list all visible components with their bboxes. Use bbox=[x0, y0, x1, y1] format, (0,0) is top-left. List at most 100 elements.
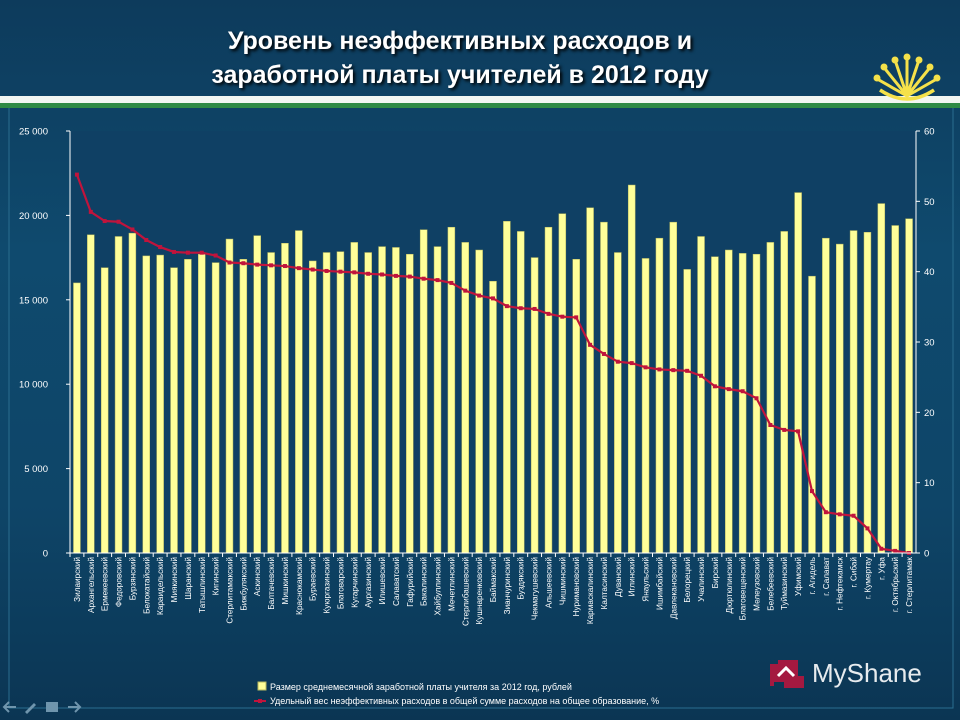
category-label: Куюргазинский bbox=[323, 557, 332, 614]
category-label: Аскинский bbox=[253, 557, 262, 596]
title-line-2: заработной платы учителей в 2012 году bbox=[211, 61, 709, 89]
category-label: Учалинский bbox=[697, 557, 706, 602]
bar bbox=[517, 231, 525, 554]
category-label: Туймазинский bbox=[780, 557, 789, 610]
category-label: Иглинский bbox=[628, 557, 637, 596]
line-point bbox=[213, 253, 218, 258]
category-label: Шаранский bbox=[184, 557, 193, 600]
chart: 0 5 000 10 000 15 000 20 000 25 000 0 10 20 30 40 5… bbox=[8, 108, 954, 709]
category-label: Баймакский bbox=[489, 557, 498, 602]
line-point bbox=[477, 293, 482, 298]
bar bbox=[863, 232, 872, 554]
category-label: г. Нефтекамск bbox=[836, 557, 845, 611]
category-label: г. Октябрьский bbox=[891, 557, 900, 612]
line-point bbox=[88, 209, 93, 214]
bar bbox=[794, 192, 802, 554]
line-point bbox=[518, 306, 523, 311]
line-point bbox=[380, 272, 385, 277]
bar bbox=[378, 246, 386, 554]
line-point bbox=[74, 172, 79, 177]
right-tick-label: 10 bbox=[924, 478, 935, 489]
line-point bbox=[865, 526, 870, 531]
bar bbox=[100, 267, 109, 554]
category-label: Ишимбайский bbox=[655, 557, 664, 610]
line-point bbox=[823, 510, 828, 515]
line-point bbox=[352, 270, 357, 275]
category-label: Давлекановский bbox=[669, 557, 678, 619]
left-tick-label: 5 000 bbox=[24, 464, 48, 475]
nav-back-arrow-icon[interactable] bbox=[2, 700, 18, 714]
line-point bbox=[102, 219, 107, 224]
bar bbox=[641, 258, 650, 554]
bar bbox=[308, 260, 317, 554]
line-point bbox=[199, 250, 204, 255]
line-point bbox=[893, 548, 898, 553]
category-label: Краснокамский bbox=[295, 557, 304, 615]
line-point bbox=[809, 489, 814, 494]
kurai-flower-emblem-icon bbox=[873, 53, 941, 101]
category-label: Мелеузовский bbox=[753, 557, 762, 611]
bar bbox=[614, 252, 622, 554]
bar bbox=[849, 230, 858, 554]
bar bbox=[225, 238, 234, 554]
category-label: Бураевский bbox=[309, 557, 318, 601]
watermark: MyShane bbox=[764, 654, 954, 694]
title-line-1: Уровень неэффективных расходов и bbox=[227, 27, 693, 55]
bar bbox=[655, 237, 664, 554]
legend-swatch-bars bbox=[257, 681, 267, 691]
bar bbox=[627, 184, 636, 554]
nav-pen-icon[interactable] bbox=[22, 700, 38, 714]
nav-menu-icon[interactable] bbox=[44, 700, 60, 714]
line-point bbox=[532, 306, 537, 311]
right-tick-label: 50 bbox=[924, 197, 935, 208]
line-point bbox=[643, 365, 648, 370]
line-point bbox=[796, 429, 801, 434]
bar bbox=[281, 243, 289, 554]
left-tick-label: 15 000 bbox=[19, 295, 48, 306]
right-tick-label: 20 bbox=[924, 408, 935, 419]
bar bbox=[725, 249, 733, 554]
category-label: Стерлитамакский bbox=[225, 557, 234, 624]
bar bbox=[669, 221, 678, 554]
bar bbox=[697, 236, 705, 554]
bar bbox=[184, 259, 192, 554]
bar bbox=[211, 262, 220, 554]
category-label: Буздякский bbox=[517, 557, 526, 600]
bar bbox=[586, 207, 594, 554]
line-point bbox=[269, 263, 274, 268]
line-point bbox=[740, 389, 745, 394]
line-point bbox=[130, 227, 135, 232]
bar bbox=[350, 242, 359, 554]
category-label: Мечетлинский bbox=[447, 557, 456, 611]
bar bbox=[253, 235, 261, 554]
legend-swatch-line-marker bbox=[258, 699, 262, 703]
slide-nav-bar bbox=[0, 700, 110, 718]
line-point bbox=[879, 546, 884, 551]
left-tick-label: 20 000 bbox=[19, 211, 48, 222]
line-point bbox=[588, 342, 593, 347]
category-label: Зианчуринский bbox=[503, 557, 512, 614]
left-tick-label: 10 000 bbox=[19, 380, 48, 391]
line-point bbox=[282, 264, 287, 269]
bar bbox=[336, 251, 345, 554]
line-point bbox=[601, 351, 606, 356]
category-label: Салаватский bbox=[392, 557, 401, 606]
category-label: г. Кумертау bbox=[863, 556, 872, 599]
bar bbox=[891, 225, 899, 554]
category-label: Благоварский bbox=[336, 557, 345, 609]
line-point bbox=[338, 269, 343, 274]
category-label: Кушнаренковский bbox=[475, 557, 484, 624]
right-tick-label: 30 bbox=[924, 338, 935, 349]
line-point bbox=[366, 271, 371, 276]
bars-layer bbox=[73, 184, 913, 554]
bar bbox=[780, 231, 788, 554]
bar bbox=[156, 254, 164, 554]
bar bbox=[808, 275, 816, 554]
line-point bbox=[837, 512, 842, 517]
bar bbox=[711, 256, 719, 554]
category-label: Миякинский bbox=[170, 557, 179, 602]
myshane-logo-icon bbox=[770, 660, 804, 688]
line-point bbox=[241, 261, 246, 266]
nav-forward-arrow-icon[interactable] bbox=[66, 700, 82, 714]
line-point bbox=[421, 276, 426, 281]
